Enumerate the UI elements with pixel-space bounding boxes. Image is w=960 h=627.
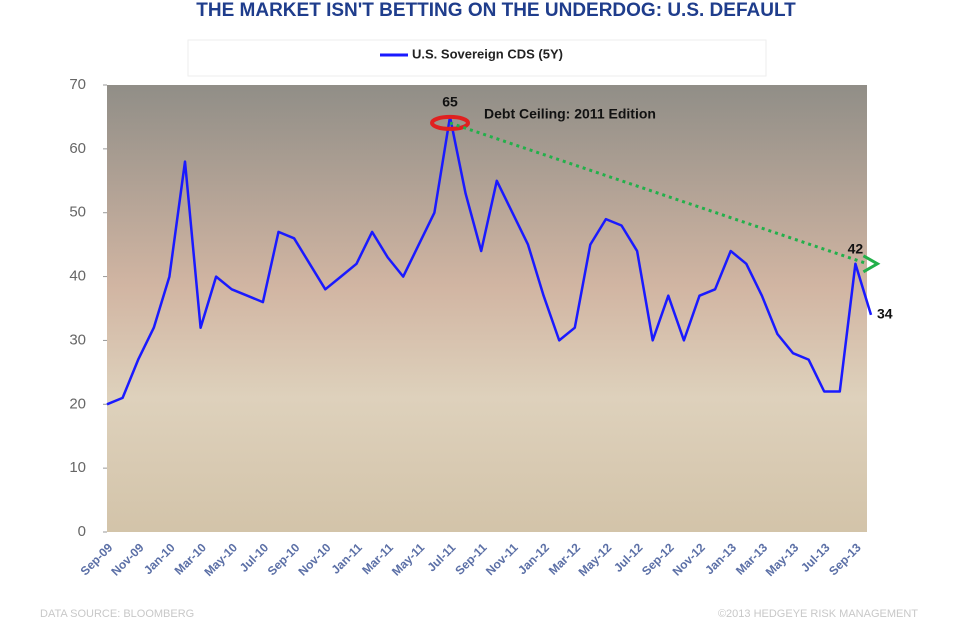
y-tick-label: 10 (69, 459, 86, 476)
x-tick-label: Sep-12 (639, 540, 677, 578)
x-tick-label: Sep-09 (78, 540, 116, 578)
y-tick-label: 70 (69, 76, 86, 93)
y-tick-label: 40 (69, 268, 86, 285)
x-tick-label: Sep-13 (826, 540, 864, 578)
y-tick-label: 50 (69, 204, 86, 221)
legend-label: U.S. Sovereign CDS (5Y) (412, 46, 563, 61)
y-tick-label: 30 (69, 331, 86, 348)
x-tick-label: Nov-10 (295, 540, 333, 578)
y-tick-label: 20 (69, 395, 86, 412)
y-tick-label: 60 (69, 140, 86, 157)
data-label: 65 (442, 94, 458, 110)
x-tick-label: Nov-09 (108, 540, 146, 578)
data-label: 34 (877, 306, 893, 322)
source: DATA SOURCE: BLOOMBERG (40, 608, 194, 620)
x-tick-label: Jan-10 (141, 540, 178, 577)
data-label: 42 (848, 241, 864, 257)
x-tick-label: Jan-11 (329, 540, 366, 577)
x-tick-label: May-11 (389, 540, 427, 578)
x-tick-label: Jan-12 (515, 540, 552, 577)
chart-title: THE MARKET ISN'T BETTING ON THE UNDERDOG… (196, 0, 796, 21)
highlight-ring (430, 114, 471, 131)
trend-arrow (862, 254, 881, 274)
y-tick-label: 0 (78, 523, 86, 540)
legend-box (187, 39, 767, 77)
data-line (106, 115, 873, 406)
x-tick-label: Sep-10 (265, 540, 303, 578)
x-tick-label: Nov-11 (483, 540, 521, 578)
x-tick-label: May-10 (201, 540, 240, 579)
background-photo (107, 85, 867, 532)
annotation: Debt Ceiling: 2011 Edition (484, 106, 656, 122)
x-tick-label: Jan-13 (702, 540, 739, 577)
x-tick-label: Sep-11 (452, 540, 489, 577)
credit: ©2013 HEDGEYE RISK MANAGEMENT (718, 608, 918, 620)
x-tick-label: Nov-12 (670, 540, 708, 578)
x-tick-label: May-13 (763, 540, 802, 579)
x-tick-label: May-12 (576, 540, 615, 579)
